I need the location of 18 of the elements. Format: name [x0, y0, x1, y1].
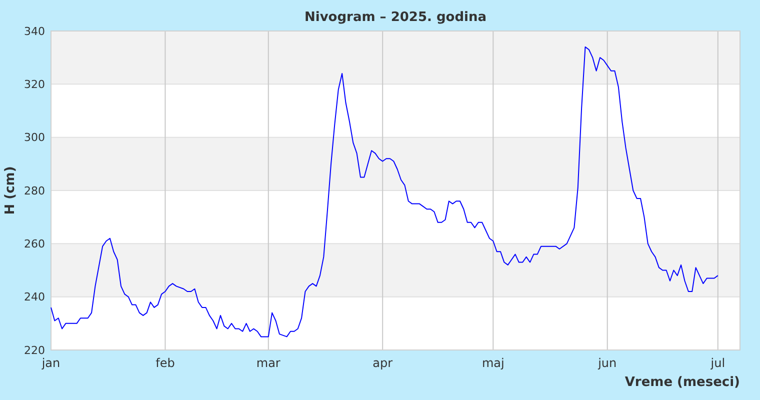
y-axis-title: H (cm) [3, 166, 18, 215]
y-tick-label: 300 [24, 131, 45, 144]
x-tick-label: apr [372, 356, 393, 370]
x-axis-title: Vreme (meseci) [624, 375, 740, 390]
y-tick-label: 320 [24, 78, 45, 92]
y-tick-label: 280 [24, 184, 45, 198]
x-tick-label: maj [482, 356, 504, 370]
y-tick-label: 240 [24, 290, 45, 304]
x-tick-label: jul [710, 356, 726, 370]
x-tick-label: feb [156, 356, 175, 370]
y-tick-label: 260 [24, 238, 45, 251]
x-tick-label: mar [256, 356, 280, 370]
chart-title: Nivogram – 2025. godina [304, 10, 486, 25]
y-tick-label: 220 [24, 344, 45, 357]
x-tick-label: jan [40, 356, 60, 370]
x-tick-label: jun [597, 356, 617, 370]
y-tick-label: 340 [24, 24, 45, 38]
line-series [50, 46, 718, 338]
